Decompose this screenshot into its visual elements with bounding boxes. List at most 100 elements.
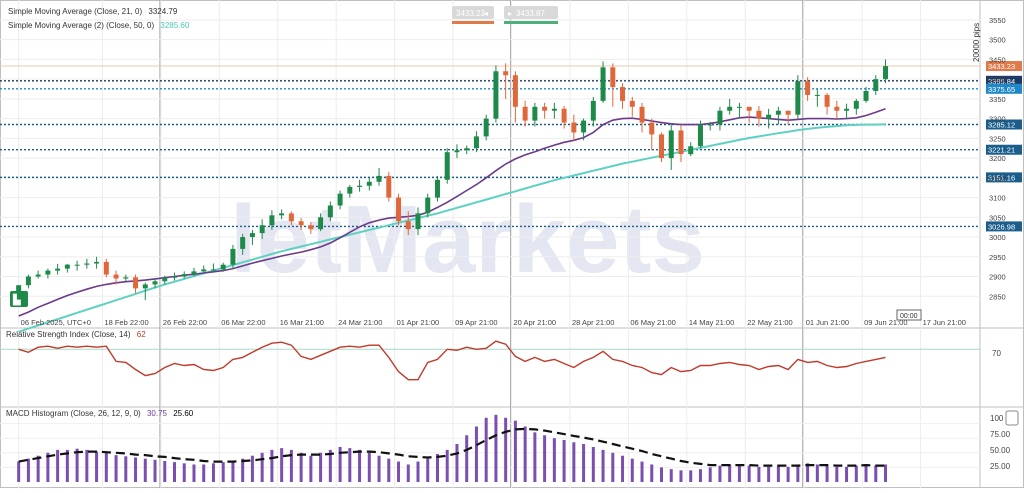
candle-body [834,106,840,111]
rsi-legend-value: 62 [137,330,146,339]
candle-body [357,185,363,187]
macd-legend-value2: 25.60 [173,409,194,418]
macd-bar [406,464,410,482]
macd-bar [825,465,829,482]
sma50-legend-value: 3285.60 [160,21,189,30]
candle-body [269,215,275,226]
macd-bar [845,466,849,482]
candle-body [376,175,382,182]
macd-bar [260,452,264,482]
candle-body [736,106,742,108]
date-label: 06 May 21:00 [630,318,675,327]
level-tag-text: 3151.16 [988,173,1015,182]
macd-bar [562,439,566,482]
candle-body [210,269,216,271]
price-tick-label: 3400 [989,75,1006,84]
macd-bar [221,462,225,482]
macd-bar [124,456,128,482]
macd-bar [299,452,303,482]
macd-bar [367,452,371,482]
macd-tick-3: 25.00 [990,462,1011,471]
macd-bar [513,420,517,482]
candle-body [181,274,187,277]
date-label: 09 Apr 21:00 [455,318,498,327]
level-tag [986,61,1022,72]
time-flag-text: 00:00 [900,313,918,320]
price-tick-label: 2900 [989,273,1006,282]
candle-body [240,237,246,249]
candle-body [688,146,694,155]
price-tick-label: 3500 [989,36,1006,45]
candle-body [863,91,869,101]
macd-bar [650,464,654,482]
candle-body [620,87,626,101]
macd-bar [348,448,352,482]
candle-body [571,122,577,133]
macd-bar [504,417,508,482]
macd-bar [289,449,293,482]
macd-bar [572,442,576,482]
ask-box[interactable] [504,6,558,19]
candle-body [600,67,606,101]
level-tag-text: 3026.98 [988,222,1015,231]
macd-bar [435,453,439,482]
candle-body [220,264,226,270]
macd-bar [75,448,79,482]
macd-bar [543,435,547,482]
svg-text:Simple Moving Average (Close,: Simple Moving Average (Close, 21, 0) 332… [8,7,178,16]
macd-bar [416,461,420,482]
level-tag [986,75,1022,86]
macd-bar [621,455,625,482]
candle-body [707,124,713,126]
candle-body [318,217,324,230]
rsi-line [18,340,886,381]
date-label: 20 Apr 21:00 [514,318,557,327]
macd-bar [95,451,99,482]
price-tick-label: 3350 [989,95,1006,104]
candle-body [298,221,304,226]
candle-body [133,277,139,289]
macd-bar [358,449,362,482]
level-tag-text: 3433.23 [988,62,1015,71]
sell-arrow-icon: ◂ [484,9,488,18]
macd-bar [864,464,868,482]
candle-body [259,225,265,234]
macd-bar [328,449,332,482]
macd-bar [56,449,60,482]
candle-body [415,213,421,230]
svg-text:Simple Moving Average (2) (Clo: Simple Moving Average (2) (Close, 50, 0)… [8,21,190,30]
svg-text:MACD Histogram (Close, 26, 12,: MACD Histogram (Close, 26, 12, 9, 0) 30.… [6,409,194,418]
sma21-legend-label: Simple Moving Average (Close, 21, 0) [8,7,142,16]
candle-body [775,110,781,115]
macd-legend-value1: 30.75 [147,409,168,418]
candle-body [201,269,207,272]
macd-tick-1: 75.00 [990,430,1011,439]
macd-layer [0,414,980,482]
macd-bar [776,465,780,482]
candle-body [659,134,665,159]
macd-bar [338,446,342,482]
trade-marker-glyph: ▙ [12,293,21,306]
macd-bar [679,470,683,482]
axis-layer: 06 Feb 2025, UTC+0 18 Feb 22:00 26 Feb 22:… [21,16,1006,327]
scroll-handle[interactable] [1005,410,1019,426]
candle-body [493,71,499,119]
trade-marker-icon[interactable] [10,291,28,307]
candle-body [639,106,645,123]
macd-bar [192,464,196,482]
candle-body [853,100,859,109]
macd-bar [552,438,556,482]
macd-bar [669,469,673,482]
macd-bar [786,466,790,482]
candle-body [844,108,850,111]
bid-box[interactable] [452,6,494,19]
candle-body [649,122,655,135]
macd-bar [494,414,498,482]
candle-body [74,264,80,266]
date-label: 16 Mar 21:00 [280,318,324,327]
candle-body [35,274,41,277]
time-flag [896,309,922,321]
svg-text:Relative Strength Index (Close: Relative Strength Index (Close, 14) 62 [6,330,146,339]
